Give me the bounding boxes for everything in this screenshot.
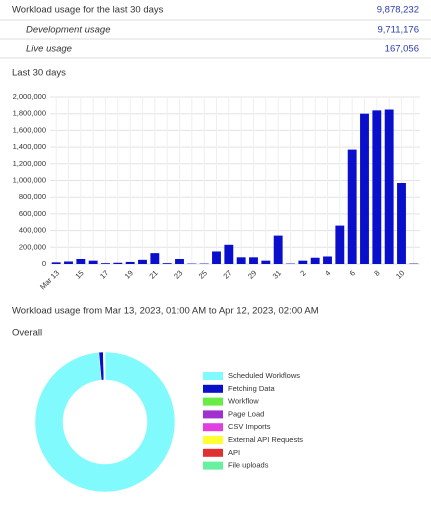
bar xyxy=(163,263,172,264)
bar xyxy=(249,257,258,264)
x-tick-label: Mar 13 xyxy=(38,268,61,291)
bar xyxy=(323,256,332,264)
legend-label: API xyxy=(228,448,240,457)
bar xyxy=(261,261,270,264)
legend-label: File uploads xyxy=(228,461,269,470)
bar xyxy=(64,261,73,264)
y-tick-label: 800,000 xyxy=(19,192,46,201)
legend-label: Scheduled Workflows xyxy=(228,371,300,380)
bar xyxy=(175,259,184,264)
chart-title: Last 30 days xyxy=(12,68,66,79)
bar xyxy=(101,263,110,264)
legend-label: External API Requests xyxy=(228,435,303,444)
bar xyxy=(348,150,357,264)
bar xyxy=(113,263,122,264)
y-tick-label: 1,000,000 xyxy=(13,175,46,184)
bar xyxy=(76,259,85,264)
y-tick-label: 200,000 xyxy=(19,242,46,251)
bar xyxy=(138,260,147,264)
x-tick-label: 2 xyxy=(298,268,307,277)
range-text: Workload usage from Mar 13, 2023, 01:00 … xyxy=(12,306,319,317)
bar xyxy=(372,110,381,264)
legend-swatch xyxy=(203,372,223,380)
x-tick-label: 29 xyxy=(246,268,258,280)
x-tick-label: 17 xyxy=(98,268,110,280)
x-tick-label: 8 xyxy=(372,268,381,277)
bar xyxy=(150,253,159,264)
x-tick-label: 19 xyxy=(123,268,135,280)
y-tick-label: 0 xyxy=(42,259,46,268)
x-tick-label: 27 xyxy=(221,268,233,280)
y-tick-label: 1,200,000 xyxy=(13,159,46,168)
row-value: 167,056 xyxy=(385,44,419,55)
row-label: Live usage xyxy=(26,44,72,55)
legend-label: CSV Imports xyxy=(228,422,271,431)
y-tick-label: 600,000 xyxy=(19,209,46,218)
bar xyxy=(360,114,369,264)
row-label: Development usage xyxy=(26,25,111,36)
y-tick-label: 400,000 xyxy=(19,226,46,235)
x-tick-label: 4 xyxy=(323,268,332,277)
x-tick-label: 10 xyxy=(394,268,406,280)
x-tick-label: 6 xyxy=(348,268,357,277)
legend-swatch xyxy=(203,436,223,444)
legend-swatch xyxy=(203,449,223,457)
bar xyxy=(126,262,135,264)
summary-total: 9,878,232 xyxy=(377,5,419,16)
bar xyxy=(89,261,98,264)
bar xyxy=(385,110,394,264)
bar xyxy=(335,226,344,264)
x-tick-label: 21 xyxy=(147,268,159,280)
bar xyxy=(52,262,61,264)
y-tick-label: 1,400,000 xyxy=(13,142,46,151)
bar xyxy=(274,236,283,264)
y-tick-label: 1,600,000 xyxy=(13,125,46,134)
x-tick-label: 23 xyxy=(172,268,184,280)
y-tick-label: 1,800,000 xyxy=(13,109,46,118)
legend-label: Workflow xyxy=(228,397,259,406)
bar xyxy=(397,183,406,264)
x-tick-label: 25 xyxy=(197,268,209,280)
legend-swatch xyxy=(203,410,223,418)
legend-swatch xyxy=(203,423,223,431)
legend-label: Page Load xyxy=(228,409,264,418)
legend-swatch xyxy=(203,398,223,406)
x-tick-label: 31 xyxy=(271,268,283,280)
bar xyxy=(224,245,233,264)
row-value: 9,711,176 xyxy=(377,25,419,36)
legend-label: Fetching Data xyxy=(228,384,276,393)
bar xyxy=(237,257,246,264)
chart-title: Overall xyxy=(12,328,42,339)
bar xyxy=(298,261,307,264)
y-tick-label: 2,000,000 xyxy=(13,92,46,101)
bar xyxy=(212,251,221,264)
legend-swatch xyxy=(203,462,223,470)
bar xyxy=(311,258,320,264)
summary-title: Workload usage for the last 30 days xyxy=(12,5,164,16)
x-tick-label: 15 xyxy=(73,268,85,280)
legend-swatch xyxy=(203,385,223,393)
